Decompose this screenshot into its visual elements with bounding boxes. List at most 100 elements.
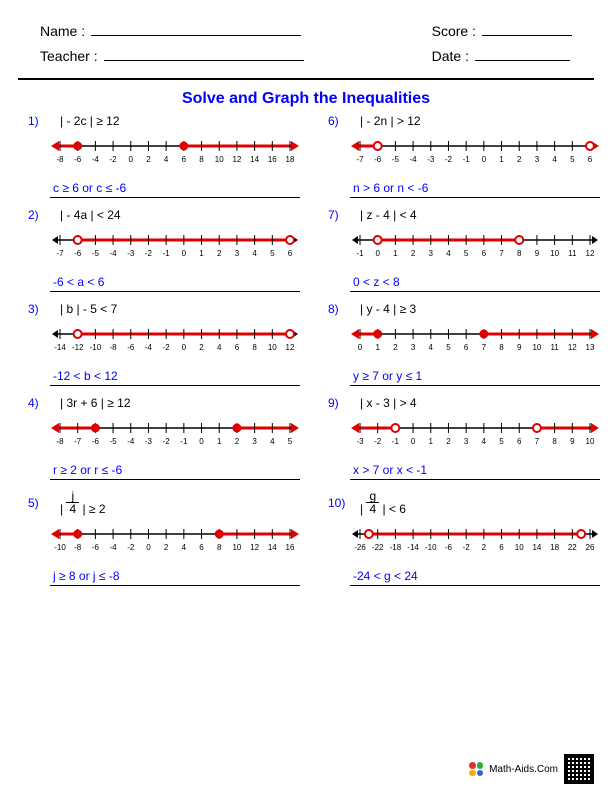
problem: 4) | 3r + 6 | ≥ 12 -8-7-6-5-4-3-2-101234… bbox=[28, 396, 300, 480]
svg-text:-2: -2 bbox=[110, 155, 118, 164]
number-line: -10-8-6-4-20246810121416 bbox=[50, 520, 300, 562]
problem: 9) | x - 3 | > 4 -3-2-1012345678910 x > … bbox=[328, 396, 600, 480]
svg-text:10: 10 bbox=[532, 343, 541, 352]
svg-text:6: 6 bbox=[182, 155, 187, 164]
problem-answer: x > 7 or x < -1 bbox=[350, 463, 600, 480]
svg-text:-10: -10 bbox=[425, 543, 437, 552]
svg-text:5: 5 bbox=[270, 249, 275, 258]
problem-answer: -24 < g < 24 bbox=[350, 569, 600, 586]
svg-text:3: 3 bbox=[252, 437, 257, 446]
problem-number: 6) bbox=[328, 114, 350, 128]
svg-text:12: 12 bbox=[568, 343, 577, 352]
problem: 10) | g4 | < 6 -26-22-18-14-10-6-2261014… bbox=[328, 490, 600, 586]
svg-text:-6: -6 bbox=[92, 543, 100, 552]
svg-text:1: 1 bbox=[393, 249, 398, 258]
svg-text:3: 3 bbox=[411, 343, 416, 352]
svg-text:4: 4 bbox=[446, 249, 451, 258]
svg-text:-18: -18 bbox=[390, 543, 402, 552]
svg-text:-8: -8 bbox=[56, 437, 64, 446]
problem-number: 9) bbox=[328, 396, 350, 410]
svg-text:-1: -1 bbox=[392, 437, 400, 446]
svg-text:-22: -22 bbox=[372, 543, 384, 552]
number-line: -8-6-4-2024681012141618 bbox=[50, 132, 300, 174]
svg-text:-3: -3 bbox=[356, 437, 364, 446]
svg-text:4: 4 bbox=[429, 343, 434, 352]
problem-number: 8) bbox=[328, 302, 350, 316]
svg-text:5: 5 bbox=[288, 437, 293, 446]
svg-text:6: 6 bbox=[499, 543, 504, 552]
problem-number: 7) bbox=[328, 208, 350, 222]
teacher-label: Teacher : bbox=[40, 48, 98, 64]
svg-text:10: 10 bbox=[215, 155, 224, 164]
svg-text:26: 26 bbox=[586, 543, 595, 552]
svg-text:-5: -5 bbox=[392, 155, 400, 164]
svg-text:-2: -2 bbox=[463, 543, 471, 552]
problem-answer: 0 < z < 8 bbox=[350, 275, 600, 292]
svg-text:-4: -4 bbox=[92, 155, 100, 164]
svg-text:9: 9 bbox=[570, 437, 575, 446]
svg-text:-14: -14 bbox=[54, 343, 66, 352]
svg-text:2: 2 bbox=[446, 437, 451, 446]
problem-answer: y ≥ 7 or y ≤ 1 bbox=[350, 369, 600, 386]
problem-inequality: | - 2c | ≥ 12 bbox=[60, 114, 120, 128]
problem: 7) | z - 4 | < 4 -10123456789101112 0 < … bbox=[328, 208, 600, 292]
svg-text:-12: -12 bbox=[72, 343, 84, 352]
problem-answer: n > 6 or n < -6 bbox=[350, 181, 600, 198]
number-line: -10123456789101112 bbox=[350, 226, 600, 268]
svg-text:-1: -1 bbox=[463, 155, 471, 164]
teacher-blank bbox=[104, 47, 304, 61]
svg-text:0: 0 bbox=[411, 437, 416, 446]
svg-text:0: 0 bbox=[146, 543, 151, 552]
problem-inequality: | - 4a | < 24 bbox=[60, 208, 121, 222]
svg-text:12: 12 bbox=[250, 543, 259, 552]
svg-text:13: 13 bbox=[586, 343, 595, 352]
svg-text:4: 4 bbox=[552, 155, 557, 164]
svg-text:0: 0 bbox=[129, 155, 134, 164]
svg-text:-26: -26 bbox=[354, 543, 366, 552]
svg-text:12: 12 bbox=[286, 343, 295, 352]
svg-text:0: 0 bbox=[182, 249, 187, 258]
svg-text:9: 9 bbox=[535, 249, 540, 258]
svg-text:-3: -3 bbox=[145, 437, 153, 446]
svg-text:6: 6 bbox=[199, 543, 204, 552]
svg-text:2: 2 bbox=[235, 437, 240, 446]
svg-text:-5: -5 bbox=[110, 437, 118, 446]
problem-answer: -12 < b < 12 bbox=[50, 369, 300, 386]
svg-text:-6: -6 bbox=[74, 249, 82, 258]
svg-text:2: 2 bbox=[217, 249, 222, 258]
svg-text:0: 0 bbox=[199, 437, 204, 446]
svg-text:11: 11 bbox=[550, 343, 559, 352]
problem-inequality: | y - 4 | ≥ 3 bbox=[360, 302, 416, 316]
svg-text:-4: -4 bbox=[145, 343, 153, 352]
svg-text:5: 5 bbox=[446, 343, 451, 352]
svg-text:-2: -2 bbox=[374, 437, 382, 446]
svg-text:6: 6 bbox=[288, 249, 293, 258]
svg-text:10: 10 bbox=[586, 437, 595, 446]
svg-text:-8: -8 bbox=[74, 543, 82, 552]
svg-text:8: 8 bbox=[252, 343, 257, 352]
svg-text:8: 8 bbox=[499, 343, 504, 352]
svg-text:12: 12 bbox=[586, 249, 595, 258]
svg-text:22: 22 bbox=[568, 543, 577, 552]
worksheet-title: Solve and Graph the Inequalities bbox=[0, 90, 612, 108]
svg-text:0: 0 bbox=[182, 343, 187, 352]
svg-text:9: 9 bbox=[517, 343, 522, 352]
svg-text:-2: -2 bbox=[127, 543, 135, 552]
svg-text:-6: -6 bbox=[374, 155, 382, 164]
problem-number: 4) bbox=[28, 396, 50, 410]
svg-text:14: 14 bbox=[250, 155, 259, 164]
number-line: -3-2-1012345678910 bbox=[350, 414, 600, 456]
problem-number: 3) bbox=[28, 302, 50, 316]
svg-text:10: 10 bbox=[550, 249, 559, 258]
svg-text:18: 18 bbox=[550, 543, 559, 552]
svg-text:5: 5 bbox=[499, 437, 504, 446]
svg-text:1: 1 bbox=[499, 155, 504, 164]
header-rule bbox=[18, 78, 594, 80]
svg-text:-1: -1 bbox=[180, 437, 188, 446]
number-line: -14-12-10-8-6-4-2024681012 bbox=[50, 320, 300, 362]
name-label: Name : bbox=[40, 23, 85, 39]
svg-text:-4: -4 bbox=[410, 155, 418, 164]
date-blank bbox=[475, 47, 570, 61]
svg-text:8: 8 bbox=[517, 249, 522, 258]
problem: 2) | - 4a | < 24 -7-6-5-4-3-2-10123456 -… bbox=[28, 208, 300, 292]
